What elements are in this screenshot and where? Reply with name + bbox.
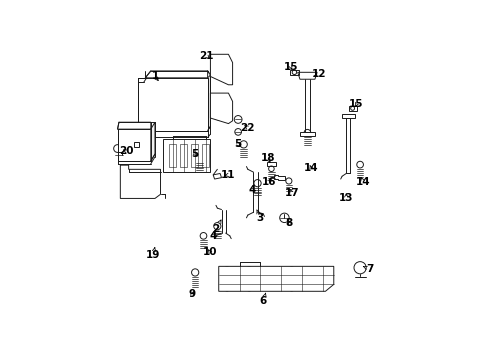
Text: 14: 14 [303, 163, 318, 173]
Text: 13: 13 [338, 193, 353, 203]
Text: 4: 4 [209, 231, 217, 241]
Polygon shape [299, 132, 314, 136]
Text: 3: 3 [256, 210, 264, 223]
Text: 4: 4 [248, 185, 255, 195]
Text: 2: 2 [212, 220, 221, 234]
Polygon shape [117, 122, 150, 129]
Polygon shape [297, 72, 317, 79]
Text: 15: 15 [283, 62, 298, 72]
Polygon shape [342, 114, 354, 118]
Circle shape [279, 213, 288, 222]
Text: 6: 6 [259, 293, 266, 306]
Polygon shape [163, 139, 210, 172]
Polygon shape [210, 54, 232, 85]
Text: 14: 14 [355, 177, 369, 187]
Text: 5: 5 [234, 139, 241, 149]
Polygon shape [145, 71, 207, 78]
Text: 15: 15 [348, 99, 363, 109]
Polygon shape [210, 93, 232, 123]
Text: 21: 21 [199, 51, 213, 61]
Text: 18: 18 [260, 153, 274, 163]
Circle shape [353, 262, 366, 274]
Text: 7: 7 [363, 264, 373, 274]
Polygon shape [207, 75, 210, 131]
Text: 19: 19 [145, 247, 160, 260]
Text: 17: 17 [284, 188, 298, 198]
Text: 9: 9 [188, 289, 196, 299]
Text: 12: 12 [311, 69, 326, 79]
Text: 8: 8 [285, 219, 292, 228]
Text: 5: 5 [191, 149, 199, 159]
Text: 11: 11 [221, 170, 235, 180]
Polygon shape [120, 165, 160, 198]
Text: 20: 20 [119, 146, 133, 156]
Polygon shape [138, 78, 207, 131]
Polygon shape [213, 174, 221, 179]
Text: 16: 16 [261, 177, 275, 187]
Polygon shape [218, 266, 333, 291]
Text: 1: 1 [151, 72, 158, 81]
Polygon shape [117, 129, 150, 161]
Text: 22: 22 [240, 123, 255, 133]
Text: 10: 10 [203, 247, 217, 257]
Polygon shape [150, 122, 155, 161]
